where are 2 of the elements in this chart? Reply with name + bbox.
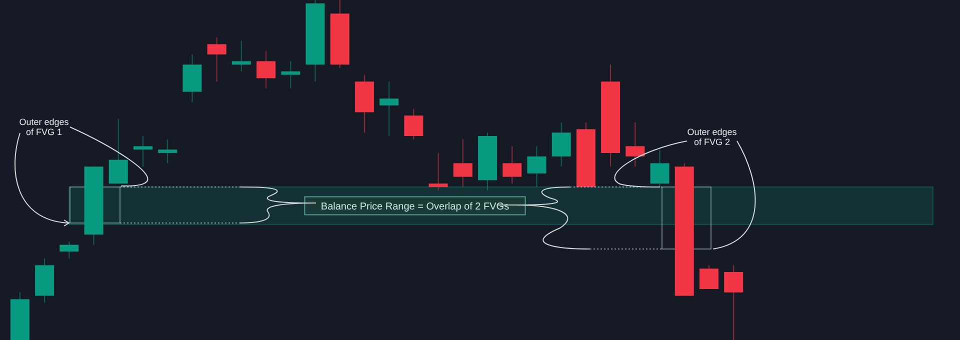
annotation: Outer edges of FVG 2 (687, 127, 738, 147)
annotation: Outer edges of FVG 1 (19, 117, 70, 137)
